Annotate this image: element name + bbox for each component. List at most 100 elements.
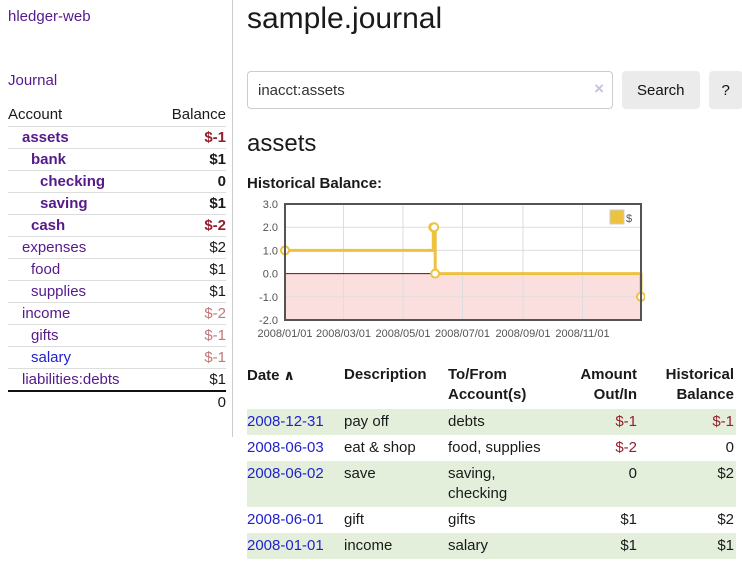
transaction-date-link[interactable]: 2008-06-01 xyxy=(247,511,324,528)
transaction-description: eat & shop xyxy=(344,439,416,456)
account-link-checking[interactable]: checking xyxy=(40,173,106,190)
help-button[interactable]: ? xyxy=(708,71,742,109)
search-input[interactable] xyxy=(247,71,613,109)
account-link-saving[interactable]: saving xyxy=(40,195,88,212)
page-title: sample.journal xyxy=(247,2,443,35)
account-link-income[interactable]: income xyxy=(22,305,71,322)
sidebar-item-journal[interactable]: Journal xyxy=(8,72,58,89)
register-header-row: Date ∧ Description To/From Account(s) Amo… xyxy=(247,363,736,409)
svg-text:-1.0: -1.0 xyxy=(259,292,278,304)
account-row: liabilities:debts $1 xyxy=(8,368,226,391)
account-name-cell: cash xyxy=(8,214,155,237)
accounts-header-account: Account xyxy=(8,106,63,123)
search-field-wrap: × xyxy=(247,71,613,109)
svg-text:$: $ xyxy=(626,213,632,225)
transaction-amount: $-1 xyxy=(615,413,637,430)
account-link-salary[interactable]: salary xyxy=(31,349,72,366)
accounts-table: Account Balance assets $-1 bank $1 checking 0… xyxy=(8,103,226,413)
sidebar-nav: Journal xyxy=(8,72,226,90)
account-row: income $-2 xyxy=(8,302,226,325)
register-header-date[interactable]: Date ∧ xyxy=(247,367,295,384)
transaction-date-link[interactable]: 2008-06-02 xyxy=(247,465,324,482)
account-row: assets $-1 xyxy=(8,126,226,149)
svg-text:2008/07/01: 2008/07/01 xyxy=(435,328,490,340)
transaction-row: 2008-06-03 eat & shop food, supplies $-2 0 xyxy=(247,435,736,461)
transaction-accounts: salary xyxy=(448,537,489,554)
account-balance: $1 xyxy=(154,258,226,281)
account-name-cell: gifts xyxy=(8,324,155,347)
account-link-liabilities-debts[interactable]: liabilities:debts xyxy=(22,371,120,388)
main-panel: sample.journal × Search ? assets Histori… xyxy=(233,0,742,559)
transaction-date-cell: 2008-06-03 xyxy=(247,435,344,461)
svg-text:3.0: 3.0 xyxy=(263,199,278,211)
sort-ascending-icon: ∧ xyxy=(283,367,295,383)
account-balance: $1 xyxy=(154,368,226,391)
account-row: food $1 xyxy=(8,258,226,281)
svg-text:2008/03/01: 2008/03/01 xyxy=(316,328,371,340)
brand-link[interactable]: hledger-web xyxy=(8,8,91,25)
transaction-balance: $2 xyxy=(717,511,734,528)
transaction-description: income xyxy=(344,537,393,554)
account-row: gifts $-1 xyxy=(8,324,226,347)
transaction-balance: 0 xyxy=(725,439,734,456)
register-header-description: Description xyxy=(344,366,427,383)
transaction-balance: $-1 xyxy=(712,413,734,430)
transaction-date-cell: 2008-06-01 xyxy=(247,507,344,533)
account-row: bank $1 xyxy=(8,148,226,171)
search-bar: × Search ? xyxy=(247,71,742,109)
account-balance: $1 xyxy=(154,148,226,171)
transaction-description: gift xyxy=(344,511,365,528)
account-link-cash[interactable]: cash xyxy=(31,217,66,234)
transaction-date-link[interactable]: 2008-06-03 xyxy=(247,439,324,456)
account-name-cell: supplies xyxy=(8,280,155,303)
register-body: 2008-12-31 pay off debts $-1 $-1 2008-06-03 ea… xyxy=(247,409,736,559)
svg-text:2.0: 2.0 xyxy=(263,222,278,234)
transaction-amount: $-2 xyxy=(615,439,637,456)
transaction-description: save xyxy=(344,465,376,482)
svg-text:1.0: 1.0 xyxy=(263,245,278,257)
account-row: checking 0 xyxy=(8,170,226,193)
transaction-date-cell: 2008-12-31 xyxy=(247,409,344,435)
account-row: saving $1 xyxy=(8,192,226,215)
transaction-balance: $2 xyxy=(717,465,734,482)
transaction-date-link[interactable]: 2008-01-01 xyxy=(247,537,324,554)
transaction-row: 2008-06-02 save saving, checking 0 $2 xyxy=(247,461,736,507)
historical-balance-chart: 3.0 2.0 1.0 0.0 -1.0 -2.0 2008/01/01 2008/03/01… xyxy=(247,199,742,350)
transaction-amount: $1 xyxy=(620,537,637,554)
account-balance: 0 xyxy=(154,170,226,193)
transaction-date-link[interactable]: 2008-12-31 xyxy=(247,413,324,430)
account-heading: assets xyxy=(247,130,317,157)
account-name-cell: checking xyxy=(8,170,155,193)
account-link-supplies[interactable]: supplies xyxy=(31,283,87,300)
search-button[interactable]: Search xyxy=(622,71,700,109)
account-link-assets[interactable]: assets xyxy=(22,129,69,146)
account-link-bank[interactable]: bank xyxy=(31,151,67,168)
accounts-total-row: 0 xyxy=(8,390,226,413)
transaction-amount: 0 xyxy=(628,465,637,482)
accounts-total-value: 0 xyxy=(154,390,226,413)
transaction-balance: $1 xyxy=(717,537,734,554)
account-link-expenses[interactable]: expenses xyxy=(22,239,87,256)
svg-text:2008/09/01: 2008/09/01 xyxy=(495,328,550,340)
transaction-description: pay off xyxy=(344,413,389,430)
account-name-cell: salary xyxy=(8,346,155,369)
account-balance: $2 xyxy=(154,236,226,259)
account-link-gifts[interactable]: gifts xyxy=(31,327,59,344)
transaction-accounts: saving, checking xyxy=(448,465,508,502)
transaction-accounts: debts xyxy=(448,413,485,430)
account-name-cell: expenses xyxy=(8,236,155,259)
transaction-date-cell: 2008-06-02 xyxy=(247,461,344,507)
chart-title: Historical Balance: xyxy=(247,175,383,192)
transaction-row: 2008-12-31 pay off debts $-1 $-1 xyxy=(247,409,736,435)
account-row: expenses $2 xyxy=(8,236,226,259)
account-name-cell: liabilities:debts xyxy=(8,368,155,391)
account-name-cell: income xyxy=(8,302,155,325)
transaction-amount: $1 xyxy=(620,511,637,528)
accounts-header-row: Account Balance xyxy=(8,103,226,127)
account-link-food[interactable]: food xyxy=(31,261,61,278)
clear-search-icon[interactable]: × xyxy=(594,79,604,98)
register-header-balance: Historical Balance xyxy=(665,366,734,403)
transaction-accounts: food, supplies xyxy=(448,439,541,456)
register-header-amount: Amount Out/In xyxy=(580,366,637,403)
account-balance: $-2 xyxy=(154,302,226,325)
